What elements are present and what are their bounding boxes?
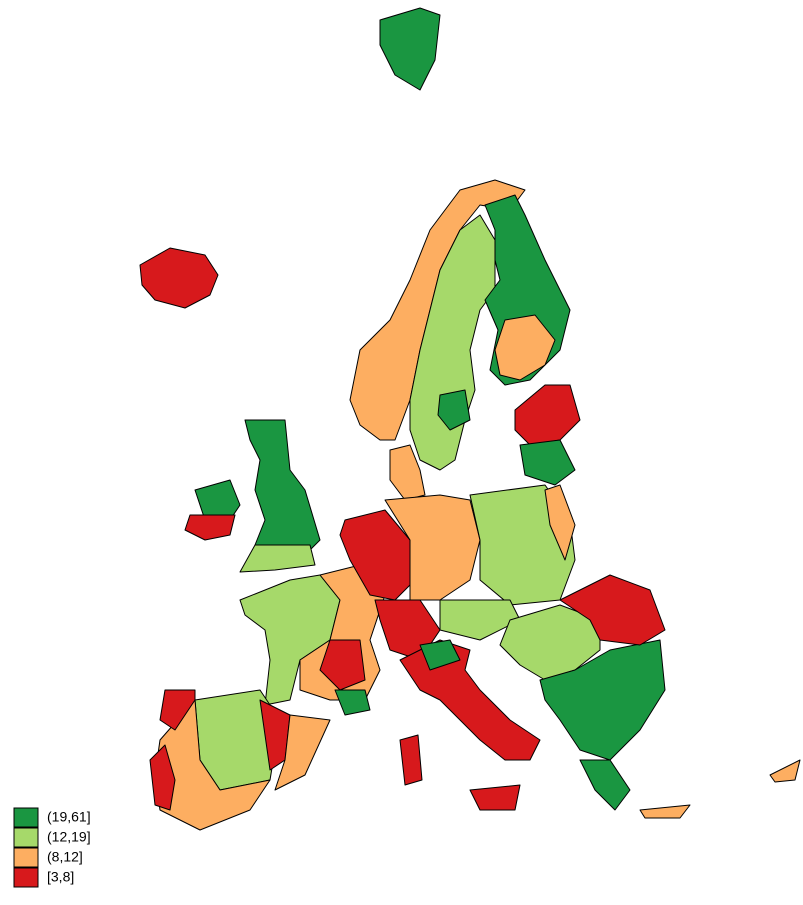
legend-label: (12,19] [47,829,91,845]
region [244,419,321,551]
region [239,544,316,573]
region [419,639,461,671]
region [319,639,366,691]
region [579,759,631,811]
region [514,384,581,446]
region [544,484,576,561]
region [239,574,341,706]
region [389,444,426,501]
region [184,514,236,541]
region [399,639,541,761]
region [437,389,471,431]
region [409,214,496,471]
region [469,784,521,811]
region [149,744,176,811]
region [159,689,196,731]
region [384,494,481,601]
region [334,689,371,716]
legend-label: (19,61] [47,809,91,825]
region [519,439,576,486]
region [194,479,241,521]
region [639,804,691,819]
region [274,714,331,791]
legend: (19,61] (12,19] (8,12] [3,8] [13,807,91,888]
region [399,734,423,786]
region [439,599,521,641]
region [539,639,666,761]
legend-swatch [13,867,39,888]
region [559,574,666,646]
region [769,759,801,783]
legend-label: (8,12] [47,849,83,865]
region [494,314,556,381]
regions [139,7,801,831]
legend-swatch [13,827,39,848]
legend-label: [3,8] [47,869,74,885]
region [139,247,219,309]
region [379,7,441,91]
legend-swatch [13,807,39,828]
region [349,179,526,441]
legend-swatch [13,847,39,868]
